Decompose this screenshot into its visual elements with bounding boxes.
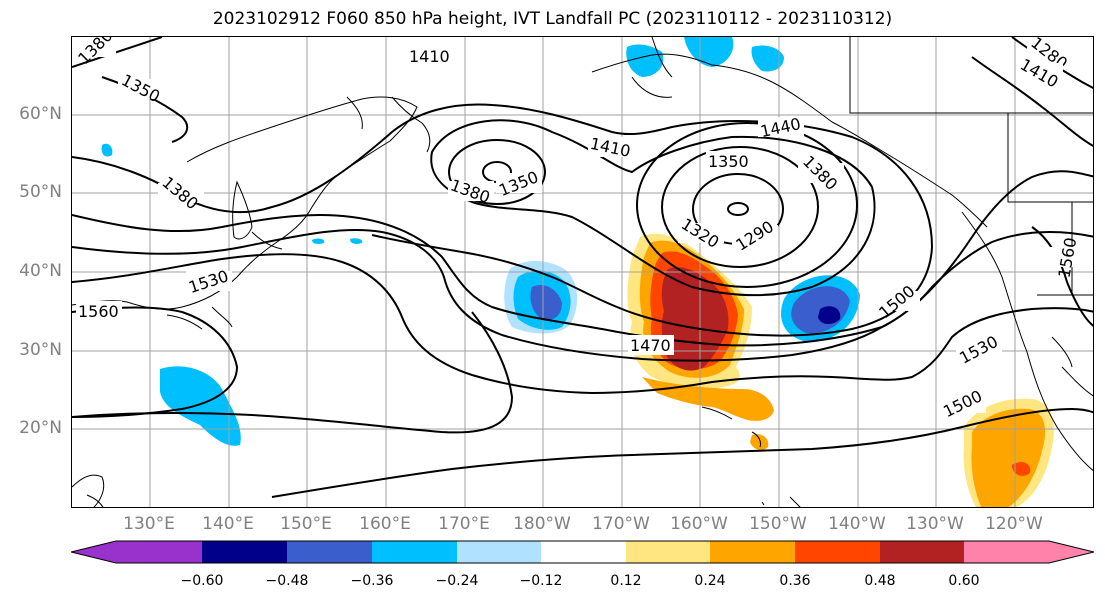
- ivt-pos-se-core: [1012, 462, 1031, 476]
- ivt-neg-g: [101, 143, 113, 157]
- contour-1350-w: [448, 139, 546, 205]
- contour-label-1350-nw: 1350: [118, 70, 163, 106]
- contour-label-1470: 1470: [630, 336, 671, 355]
- contour-1500-s: [271, 407, 1093, 498]
- contour-label-1350-w: 1350: [496, 167, 541, 200]
- colorbar-tick-n024: −0.24: [435, 573, 479, 589]
- contour-label-1380-c: 1380: [448, 175, 493, 207]
- lon-label-170e: 170°E: [438, 514, 490, 534]
- contour-label-1410-n: 1410: [409, 47, 450, 66]
- colorbar-bin-3: [372, 541, 457, 563]
- ivt-neg-0.48-a: [530, 284, 562, 320]
- ivt-neg-e: [684, 37, 734, 67]
- ivt-pos-island: [750, 434, 769, 450]
- colorbar-outline: [71, 540, 1094, 564]
- lon-label-180w: 180°W: [513, 514, 571, 534]
- contour-1530: [72, 253, 1093, 395]
- ivt-neg-d: [626, 44, 664, 77]
- ivt-neg-c: [160, 366, 241, 446]
- colorbar-tick-n012: −0.12: [519, 573, 563, 589]
- colorbar-tick-048: 0.48: [864, 573, 896, 589]
- contour-label-1530-e: 1530: [956, 332, 1001, 368]
- ivt-pos-se-inner: [971, 408, 1046, 507]
- colorbar-tick-060: 0.60: [948, 573, 980, 589]
- contour-1560-e: [1031, 226, 1093, 327]
- contour-label-1560-e: 1560: [1054, 236, 1080, 279]
- lon-label-160e: 160°E: [359, 514, 411, 534]
- ivt-neg-b-core: [818, 306, 841, 325]
- lon-label-120w: 120°W: [985, 514, 1043, 534]
- colorbar-tick-012: 0.12: [610, 573, 642, 589]
- lon-label-150w: 150°W: [749, 514, 807, 534]
- contour-1500: [72, 228, 1093, 362]
- lon-label-150e: 150°E: [280, 514, 332, 534]
- lon-label-140e: 140°E: [202, 514, 254, 534]
- colorbar-tick-n060: −0.60: [180, 573, 224, 589]
- lat-label-40n: 40°N: [19, 261, 62, 281]
- colorbar-tick-036: 0.36: [779, 573, 811, 589]
- contour-label-1350-e: 1350: [708, 152, 749, 171]
- lon-label-160w: 160°W: [670, 514, 728, 534]
- contour-label-1290: 1290: [732, 217, 777, 255]
- colorbar: [71, 540, 1094, 564]
- contour-1350-e: [636, 122, 858, 288]
- colorbar-bin-8: [795, 541, 880, 563]
- lat-label-60n: 60°N: [19, 104, 62, 124]
- colorbar-tick-n036: −0.36: [350, 573, 394, 589]
- colorbar-bin-4: [457, 541, 541, 563]
- map-title: 2023102912 F060 850 hPa height, IVT Land…: [212, 9, 893, 29]
- lon-label-170w: 170°W: [592, 514, 650, 534]
- contour-1320: [661, 146, 819, 268]
- contour-1560-s: [72, 311, 514, 434]
- colorbar-extend-max: [964, 541, 1094, 563]
- colorbar-bin-5: [541, 541, 626, 563]
- low-center-east: [727, 202, 749, 216]
- map-panel: 1380 1410 1280 1410 1350 1380 1440 1410 …: [71, 36, 1094, 508]
- map-svg: 1380 1410 1280 1410 1350 1380 1440 1410 …: [72, 37, 1093, 507]
- contour-1410-1440: [72, 103, 934, 337]
- colorbar-bin-6: [626, 541, 710, 563]
- ivt-neg-i: [350, 238, 363, 244]
- lon-label-130e: 130°E: [123, 514, 175, 534]
- ivt-neg-h: [312, 238, 325, 244]
- lat-label-20n: 20°N: [19, 418, 62, 438]
- contour-1470: [72, 170, 1093, 347]
- contour-labels: 1380 1410 1280 1410 1350 1380 1440 1410 …: [74, 37, 1090, 421]
- height-contours: [72, 37, 1093, 498]
- coastlines: [72, 37, 1093, 507]
- lon-label-130w: 130°W: [906, 514, 964, 534]
- lon-label-140w: 140°W: [828, 514, 886, 534]
- colorbar-extend-min: [71, 541, 202, 563]
- colorbar-tick-n048: −0.48: [265, 573, 309, 589]
- contour-label-1530-w: 1530: [186, 266, 231, 297]
- lat-label-50n: 50°N: [19, 182, 62, 202]
- colorbar-bin-1: [202, 541, 287, 563]
- colorbar-bin-7: [710, 541, 795, 563]
- contour-1410-ne: [971, 56, 1093, 147]
- ivt-neg-f: [751, 45, 784, 72]
- contour-label-1560-w: 1560: [78, 302, 119, 321]
- lat-label-30n: 30°N: [19, 340, 62, 360]
- contour-1380-nw: [72, 37, 163, 68]
- colorbar-bin-2: [287, 541, 372, 563]
- colorbar-tick-024: 0.24: [694, 573, 726, 589]
- colorbar-bin-9: [880, 541, 964, 563]
